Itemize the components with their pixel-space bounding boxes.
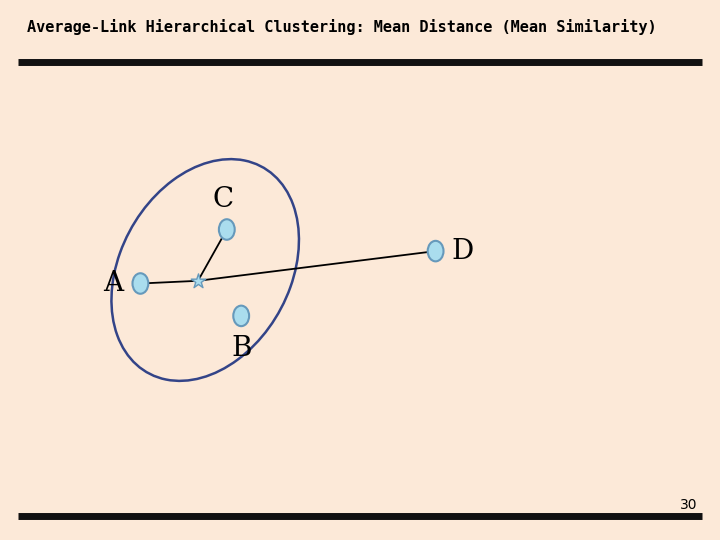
Ellipse shape bbox=[428, 241, 444, 261]
Ellipse shape bbox=[233, 306, 249, 326]
Point bbox=[192, 276, 204, 285]
Text: Average-Link Hierarchical Clustering: Mean Distance (Mean Similarity): Average-Link Hierarchical Clustering: Me… bbox=[27, 19, 657, 35]
Text: A: A bbox=[103, 270, 123, 297]
Ellipse shape bbox=[132, 273, 148, 294]
Text: D: D bbox=[452, 238, 474, 265]
Text: 30: 30 bbox=[680, 498, 697, 512]
Ellipse shape bbox=[219, 219, 235, 240]
Text: B: B bbox=[231, 335, 251, 362]
Text: C: C bbox=[212, 186, 234, 213]
